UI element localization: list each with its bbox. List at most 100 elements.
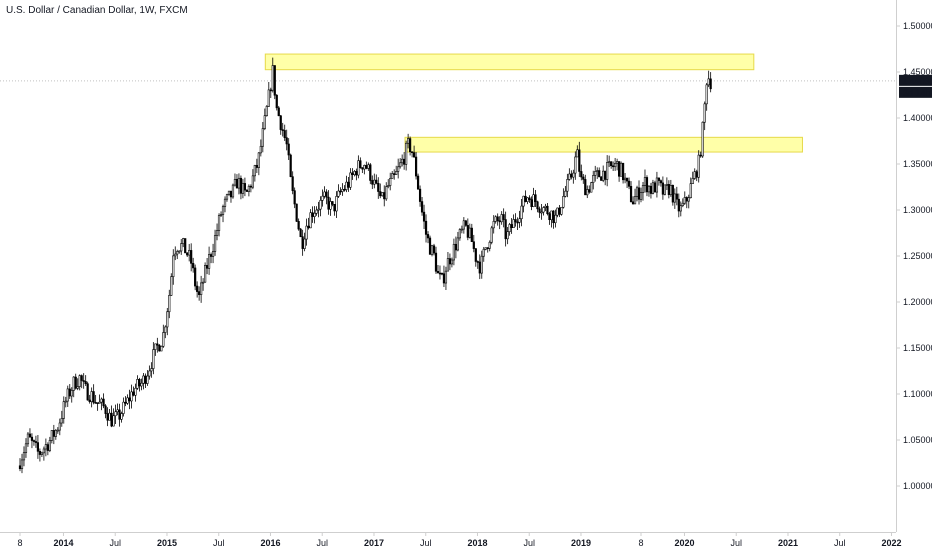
candle-body [480, 255, 483, 274]
candle [241, 178, 245, 199]
candle [510, 218, 513, 234]
candle [190, 243, 193, 272]
candle [251, 169, 254, 190]
candle [325, 189, 328, 205]
candle-body [371, 180, 374, 185]
time-tick-label: Jul [730, 538, 742, 548]
candle [590, 181, 593, 193]
candle-body [353, 171, 356, 175]
candle-body [24, 443, 28, 453]
time-axis[interactable]: 8 2014 Jul 2015 Jul 2016 Jul 2017 Jul 2018 Jul 2019… [17, 532, 901, 548]
candle-body [689, 183, 692, 199]
candle-body [68, 388, 71, 397]
candle [393, 169, 396, 180]
time-tick-label: Jul [523, 538, 535, 548]
candle-body [614, 162, 617, 168]
resistance-zone-1[interactable] [264, 53, 755, 71]
candle [170, 273, 173, 296]
candle [154, 343, 157, 356]
candle-body [343, 188, 346, 191]
candle-body [303, 238, 306, 249]
candle [618, 161, 621, 182]
resistance-zone-2[interactable] [404, 136, 803, 153]
candle-body [707, 78, 710, 86]
candle [277, 105, 280, 117]
candle-body [269, 89, 272, 92]
candle [377, 177, 380, 199]
candle-body [56, 429, 59, 432]
candle-body [564, 190, 567, 197]
candle-body [395, 171, 398, 175]
candle [174, 246, 177, 261]
candle-body [544, 205, 547, 208]
candle [492, 215, 495, 234]
candle-body [476, 261, 479, 263]
candle [685, 196, 688, 209]
candle-body [28, 433, 32, 438]
candle-body [608, 161, 611, 164]
candle [204, 262, 207, 283]
candle [397, 158, 400, 179]
candle-body [351, 172, 354, 175]
candle [194, 264, 197, 291]
candle [548, 211, 551, 225]
candle-body [158, 344, 161, 352]
candle-body [217, 215, 221, 231]
candle [176, 249, 179, 260]
candle [36, 435, 40, 459]
candle [78, 374, 81, 391]
candle-body [54, 430, 57, 437]
candle [94, 394, 97, 404]
candle [275, 94, 278, 111]
candle-body [474, 248, 477, 262]
candle-body [375, 179, 378, 184]
candle [229, 190, 233, 203]
candle-body [128, 397, 131, 402]
candle-body [548, 213, 551, 221]
candle [448, 253, 452, 271]
price-axis[interactable]: 1.50000 1.45000 1.40000 1.35000 1.30000 1.250… [896, 21, 932, 491]
candle-body [104, 405, 107, 414]
candle-body [389, 178, 392, 186]
candle [387, 179, 390, 189]
candle [345, 175, 348, 193]
candle-body [213, 235, 217, 252]
candle-body [72, 376, 75, 391]
candle-body [253, 165, 256, 177]
candle [635, 185, 639, 202]
candle [695, 169, 698, 182]
candle [331, 201, 334, 207]
candle [283, 124, 286, 141]
candle [188, 243, 191, 262]
candle [679, 201, 682, 217]
candle [319, 196, 322, 217]
candle-body [556, 207, 559, 216]
candle [588, 185, 591, 194]
candle [207, 246, 211, 275]
candle [341, 183, 344, 196]
candle-body [313, 212, 316, 217]
candle [96, 402, 99, 411]
candle-body [484, 247, 487, 250]
candle-body [570, 173, 573, 178]
candlestick-series [18, 57, 712, 474]
candle-body [184, 238, 187, 254]
candle [269, 87, 272, 98]
candle-body [281, 129, 284, 131]
price-tick-label: 1.45000 [903, 67, 932, 77]
candle-body [673, 193, 676, 203]
candle-body [436, 270, 440, 274]
candle [162, 324, 165, 348]
candle-body [357, 160, 360, 176]
candle [582, 174, 585, 184]
candle-body [494, 216, 497, 222]
candle-body [36, 442, 40, 452]
candle-body [345, 181, 348, 190]
last-price-value: 1.44038 [902, 76, 932, 86]
candle-body [647, 185, 651, 193]
candle-body [22, 452, 26, 461]
candle-body [508, 224, 511, 232]
candle-body [576, 149, 579, 158]
candle-body [200, 282, 203, 295]
